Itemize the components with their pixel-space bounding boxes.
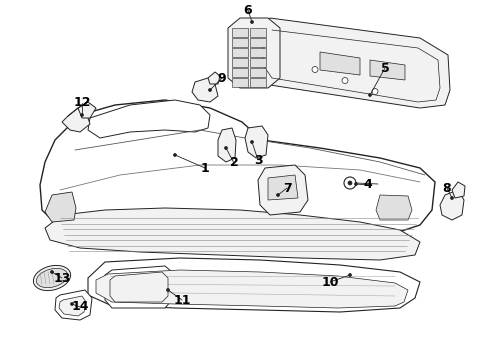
Polygon shape [255, 18, 450, 108]
Polygon shape [88, 100, 210, 138]
Circle shape [71, 302, 73, 306]
Text: 12: 12 [73, 96, 91, 109]
Circle shape [354, 183, 358, 185]
Circle shape [348, 274, 351, 276]
Circle shape [250, 140, 253, 144]
Polygon shape [376, 195, 412, 220]
Circle shape [167, 288, 170, 292]
Circle shape [250, 21, 253, 23]
Circle shape [450, 197, 454, 199]
Text: 3: 3 [254, 153, 262, 166]
Polygon shape [232, 68, 248, 77]
Circle shape [209, 89, 212, 91]
Polygon shape [232, 28, 248, 37]
Polygon shape [250, 28, 266, 37]
Polygon shape [250, 78, 266, 87]
Polygon shape [228, 18, 280, 88]
Circle shape [276, 194, 279, 197]
Polygon shape [59, 296, 86, 316]
Polygon shape [245, 126, 268, 158]
Polygon shape [192, 78, 218, 102]
Polygon shape [45, 208, 420, 260]
Text: 4: 4 [364, 179, 372, 192]
Text: 9: 9 [218, 72, 226, 85]
Polygon shape [110, 272, 168, 302]
Polygon shape [55, 290, 92, 320]
Ellipse shape [33, 265, 71, 291]
Circle shape [50, 270, 53, 274]
Text: 14: 14 [71, 301, 89, 314]
Polygon shape [232, 38, 248, 47]
Text: 10: 10 [321, 275, 339, 288]
Circle shape [344, 177, 356, 189]
Polygon shape [45, 192, 76, 222]
Text: 6: 6 [244, 4, 252, 17]
Circle shape [312, 67, 318, 72]
Text: 5: 5 [381, 62, 390, 75]
Polygon shape [268, 175, 298, 200]
Polygon shape [232, 58, 248, 67]
Polygon shape [258, 165, 308, 215]
Circle shape [173, 153, 176, 157]
Polygon shape [105, 266, 172, 308]
Circle shape [224, 147, 227, 149]
Polygon shape [208, 72, 220, 84]
Text: 2: 2 [230, 157, 238, 170]
Circle shape [368, 94, 371, 96]
Polygon shape [232, 78, 248, 87]
Text: 11: 11 [173, 293, 191, 306]
Text: 1: 1 [200, 162, 209, 175]
Text: 13: 13 [53, 271, 71, 284]
Text: 7: 7 [283, 181, 292, 194]
Circle shape [342, 77, 348, 84]
Polygon shape [96, 270, 408, 308]
Polygon shape [218, 128, 236, 162]
Polygon shape [40, 100, 435, 252]
Circle shape [348, 181, 352, 185]
Polygon shape [250, 48, 266, 57]
Polygon shape [250, 38, 266, 47]
Polygon shape [370, 60, 405, 80]
Polygon shape [88, 258, 420, 312]
Ellipse shape [36, 268, 68, 288]
Circle shape [80, 113, 83, 117]
Polygon shape [62, 108, 90, 132]
Polygon shape [452, 182, 465, 198]
Circle shape [372, 89, 378, 94]
Polygon shape [250, 58, 266, 67]
Text: 8: 8 [442, 181, 451, 194]
Polygon shape [440, 190, 464, 220]
Polygon shape [250, 68, 266, 77]
Polygon shape [232, 48, 248, 57]
Polygon shape [78, 102, 96, 118]
Polygon shape [320, 52, 360, 75]
